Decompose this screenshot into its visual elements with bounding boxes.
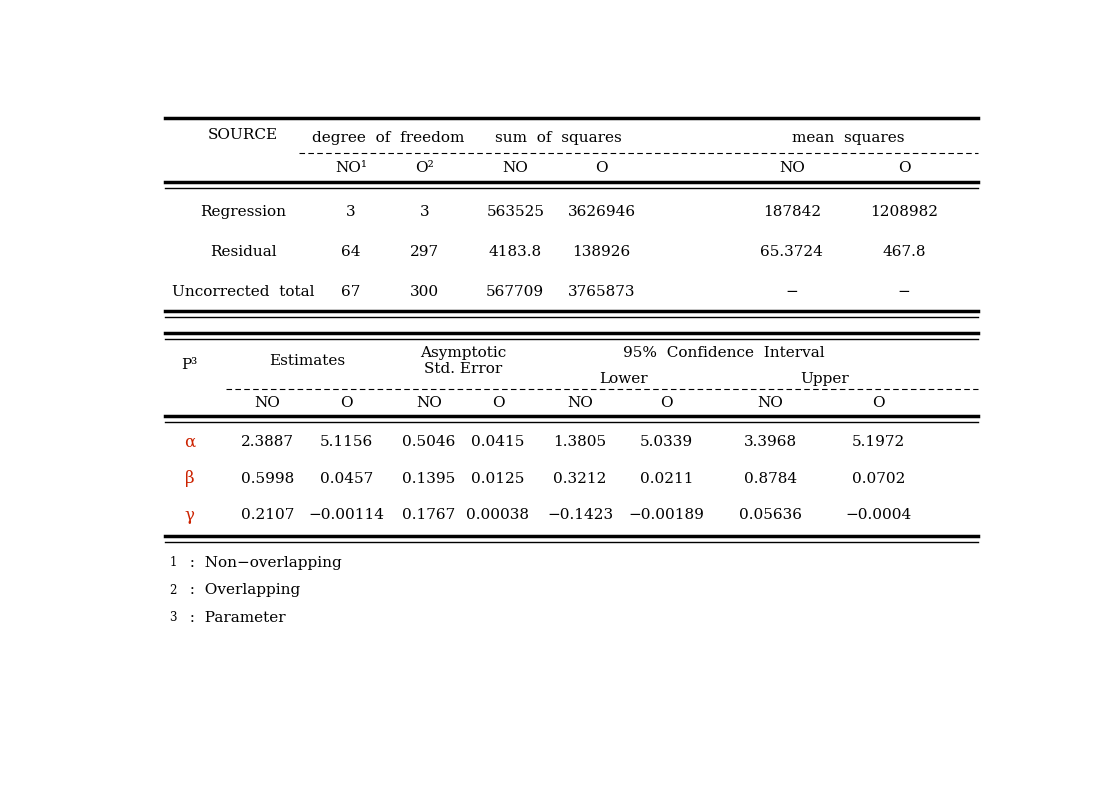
Text: NO: NO	[779, 162, 805, 175]
Text: Lower: Lower	[599, 372, 648, 386]
Text: α: α	[184, 434, 195, 450]
Text: 563525: 563525	[486, 205, 544, 220]
Text: 0.3212: 0.3212	[553, 472, 607, 485]
Text: 67: 67	[341, 285, 361, 299]
Text: O: O	[340, 396, 353, 410]
Text: Uncorrected  total: Uncorrected total	[172, 285, 314, 299]
Text: Residual: Residual	[210, 245, 277, 259]
Text: −0.0004: −0.0004	[845, 508, 911, 523]
Text: 3765873: 3765873	[568, 285, 636, 299]
Text: Asymptotic: Asymptotic	[420, 347, 506, 361]
Text: Estimates: Estimates	[269, 354, 345, 368]
Text: 4183.8: 4183.8	[488, 245, 542, 259]
Text: 3: 3	[169, 611, 177, 624]
Text: O: O	[660, 396, 672, 410]
Text: 3: 3	[347, 205, 356, 220]
Text: 1208982: 1208982	[870, 205, 938, 220]
Text: Std. Error: Std. Error	[425, 362, 503, 376]
Text: Upper: Upper	[799, 372, 849, 386]
Text: 3626946: 3626946	[568, 205, 636, 220]
Text: −0.00114: −0.00114	[309, 508, 385, 523]
Text: NO: NO	[254, 396, 280, 410]
Text: :  Overlapping: : Overlapping	[180, 584, 300, 597]
Text: 467.8: 467.8	[882, 245, 925, 259]
Text: NO: NO	[503, 162, 529, 175]
Text: −: −	[785, 285, 798, 299]
Text: 5.1156: 5.1156	[320, 435, 374, 449]
Text: 300: 300	[410, 285, 439, 299]
Text: 138926: 138926	[573, 245, 631, 259]
Text: 1: 1	[169, 557, 177, 569]
Text: 567709: 567709	[486, 285, 544, 299]
Text: NO¹: NO¹	[336, 162, 367, 175]
Text: 0.0415: 0.0415	[472, 435, 525, 449]
Text: −: −	[898, 285, 911, 299]
Text: degree  of  freedom: degree of freedom	[311, 131, 464, 145]
Text: 95%  Confidence  Interval: 95% Confidence Interval	[623, 346, 825, 360]
Text: O: O	[872, 396, 884, 410]
Text: 187842: 187842	[763, 205, 821, 220]
Text: 0.5998: 0.5998	[241, 472, 294, 485]
Text: −0.1423: −0.1423	[547, 508, 613, 523]
Text: 0.1767: 0.1767	[403, 508, 456, 523]
Text: 5.1972: 5.1972	[852, 435, 905, 449]
Text: :  Non−overlapping: : Non−overlapping	[180, 556, 341, 570]
Text: O: O	[492, 396, 504, 410]
Text: 64: 64	[341, 245, 361, 259]
Text: mean  squares: mean squares	[792, 131, 904, 145]
Text: SOURCE: SOURCE	[209, 128, 278, 143]
Text: 0.0125: 0.0125	[472, 472, 525, 485]
Text: 0.0457: 0.0457	[320, 472, 374, 485]
Text: 0.2107: 0.2107	[241, 508, 294, 523]
Text: NO: NO	[416, 396, 442, 410]
Text: 0.5046: 0.5046	[403, 435, 456, 449]
Text: 1.3805: 1.3805	[553, 435, 607, 449]
Text: 5.0339: 5.0339	[640, 435, 694, 449]
Text: β: β	[185, 470, 194, 487]
Text: sum  of  squares: sum of squares	[495, 131, 622, 145]
Text: 0.8784: 0.8784	[744, 472, 797, 485]
Text: 0.00038: 0.00038	[466, 508, 530, 523]
Text: O: O	[595, 162, 608, 175]
Text: O²: O²	[415, 162, 434, 175]
Text: O: O	[898, 162, 911, 175]
Text: 2.3887: 2.3887	[241, 435, 293, 449]
Text: 0.0211: 0.0211	[640, 472, 694, 485]
Text: 0.1395: 0.1395	[403, 472, 456, 485]
Text: :  Parameter: : Parameter	[180, 611, 285, 625]
Text: Regression: Regression	[200, 205, 287, 220]
Text: NO: NO	[757, 396, 783, 410]
Text: γ: γ	[185, 507, 194, 523]
Text: NO: NO	[568, 396, 593, 410]
Text: −0.00189: −0.00189	[629, 508, 705, 523]
Text: 3: 3	[419, 205, 429, 220]
Text: 0.05636: 0.05636	[738, 508, 802, 523]
Text: 3.3968: 3.3968	[744, 435, 797, 449]
Text: 2: 2	[169, 584, 177, 597]
Text: 297: 297	[410, 245, 439, 259]
Text: 65.3724: 65.3724	[760, 245, 823, 259]
Text: 0.0702: 0.0702	[852, 472, 905, 485]
Text: P³: P³	[182, 358, 197, 372]
